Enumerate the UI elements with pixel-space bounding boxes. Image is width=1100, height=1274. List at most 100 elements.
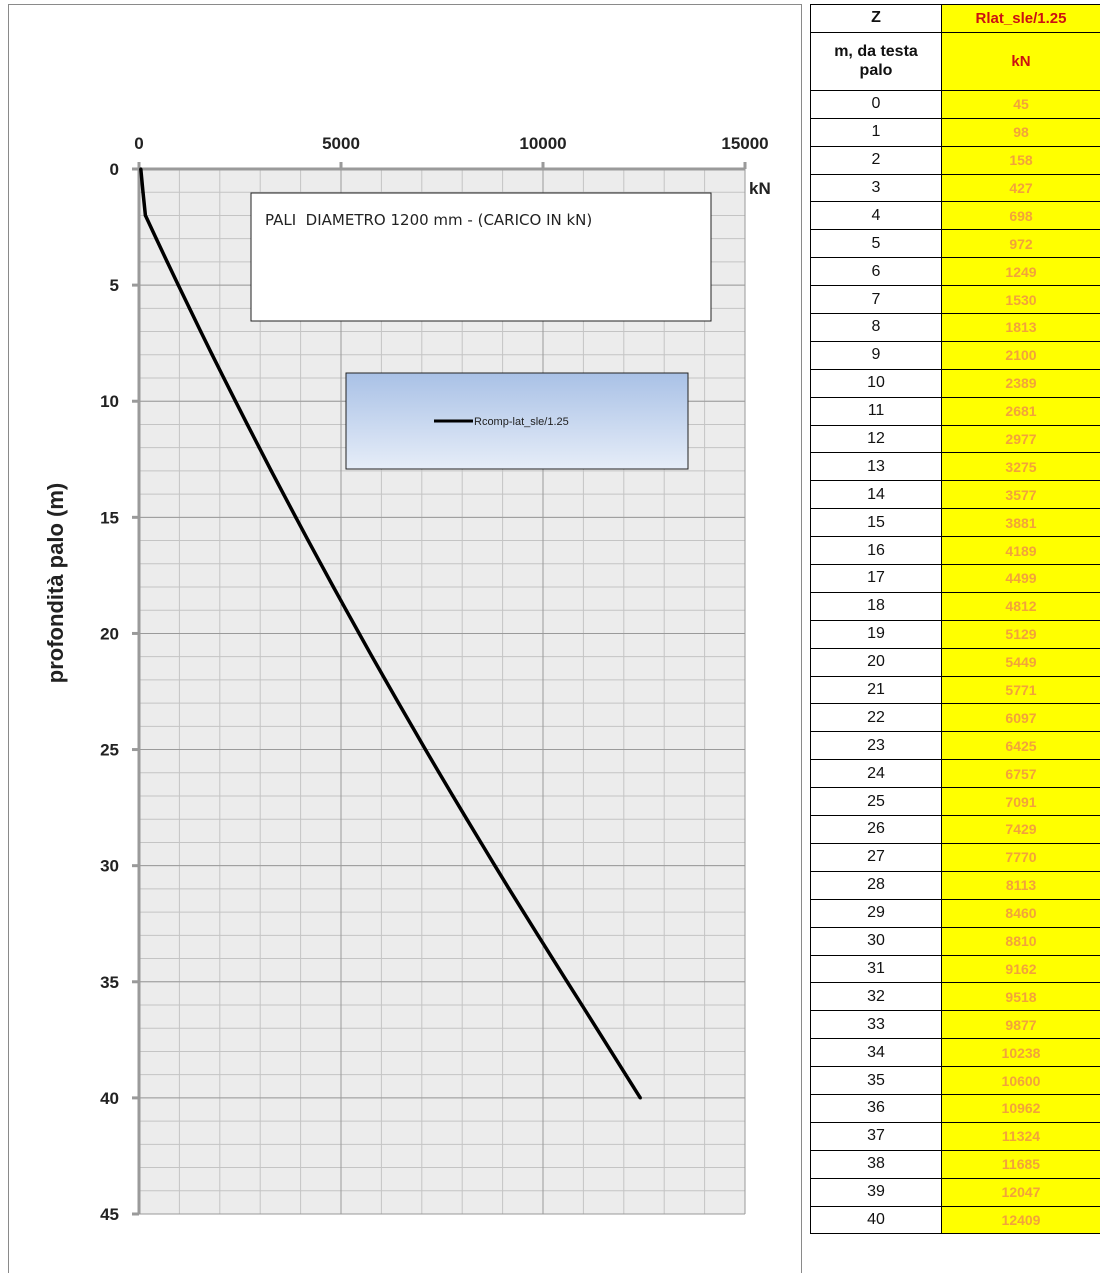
cell-rlat: 8113 <box>942 871 1100 899</box>
data-point <box>188 307 191 310</box>
cell-rlat: 6097 <box>942 704 1100 732</box>
cell-rlat: 11685 <box>942 1150 1100 1178</box>
cell-rlat: 98 <box>942 118 1100 146</box>
cell-rlat: 5129 <box>942 620 1100 648</box>
cell-z: 30 <box>811 927 942 955</box>
table-units-row: m, da testa palo kN <box>811 32 1100 90</box>
cell-z: 31 <box>811 955 942 983</box>
y-tick-label: 35 <box>100 973 119 992</box>
cell-rlat: 6425 <box>942 732 1100 760</box>
y-tick-label: 10 <box>100 392 119 411</box>
data-point <box>345 609 348 612</box>
data-point <box>139 167 142 170</box>
data-point <box>551 957 554 960</box>
cell-rlat: 12047 <box>942 1178 1100 1206</box>
data-point <box>307 539 310 542</box>
cell-z: 35 <box>811 1067 942 1095</box>
cell-z: 17 <box>811 565 942 593</box>
cell-rlat: 2389 <box>942 369 1100 397</box>
cell-z: 11 <box>811 397 942 425</box>
cell-rlat: 1249 <box>942 258 1100 286</box>
data-point <box>424 748 427 751</box>
cell-z: 12 <box>811 425 942 453</box>
x-tick-label: 5000 <box>322 134 360 153</box>
cell-z: 25 <box>811 788 942 816</box>
data-point <box>384 678 387 681</box>
cell-rlat: 4499 <box>942 565 1100 593</box>
cell-rlat: 9162 <box>942 955 1100 983</box>
cell-rlat: 5449 <box>942 648 1100 676</box>
cell-rlat: 11324 <box>942 1122 1100 1150</box>
table-header-row: Z Rlat_sle/1.25 <box>811 5 1100 33</box>
data-point <box>410 725 413 728</box>
units-z-line2: palo <box>860 62 893 79</box>
data-point <box>465 818 468 821</box>
x-tick-label: 15000 <box>721 134 768 153</box>
data-point <box>371 655 374 658</box>
data-point <box>144 214 147 217</box>
cell-rlat: 3881 <box>942 509 1100 537</box>
data-point <box>358 632 361 635</box>
data-point <box>624 1073 627 1076</box>
cell-rlat: 9877 <box>942 1011 1100 1039</box>
cell-z: 1 <box>811 118 942 146</box>
cell-z: 16 <box>811 537 942 565</box>
cell-rlat: 6757 <box>942 760 1100 788</box>
legend-entry-label: Rcomp-lat_sle/1.25 <box>474 416 569 428</box>
data-point <box>580 1003 583 1006</box>
cell-rlat: 1813 <box>942 314 1100 342</box>
cell-rlat: 4189 <box>942 537 1100 565</box>
cell-rlat: 2977 <box>942 425 1100 453</box>
y-tick-label: 45 <box>100 1205 119 1224</box>
cell-z: 7 <box>811 286 942 314</box>
cell-z: 14 <box>811 481 942 509</box>
data-point <box>536 934 539 937</box>
cell-rlat: 2681 <box>942 397 1100 425</box>
cell-z: 29 <box>811 899 942 927</box>
cell-rlat: 427 <box>942 174 1100 202</box>
data-point <box>595 1027 598 1030</box>
cell-rlat: 4812 <box>942 592 1100 620</box>
y-tick-label: 5 <box>110 276 119 295</box>
cell-rlat: 9518 <box>942 983 1100 1011</box>
y-axis-label: profondità palo (m) <box>43 483 68 683</box>
cell-rlat: 1530 <box>942 286 1100 314</box>
data-point <box>294 516 297 519</box>
cell-rlat: 10238 <box>942 1039 1100 1067</box>
data-point <box>155 237 158 240</box>
cell-rlat: 7091 <box>942 788 1100 816</box>
cell-z: 8 <box>811 314 942 342</box>
data-point <box>639 1096 642 1099</box>
cell-z: 37 <box>811 1122 942 1150</box>
y-tick-label: 25 <box>100 741 119 760</box>
cell-z: 19 <box>811 620 942 648</box>
